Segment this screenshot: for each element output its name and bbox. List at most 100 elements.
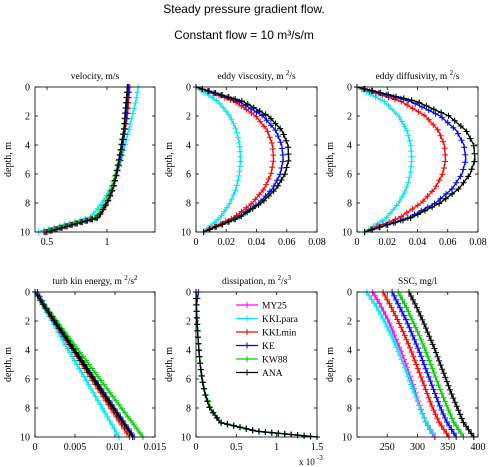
data-point-KKLpara — [405, 373, 411, 380]
data-point-KKLpara — [398, 118, 405, 125]
data-point-KKLmin — [428, 403, 435, 409]
y-tick-label: 4 — [25, 141, 30, 152]
data-point-KE — [424, 369, 431, 376]
data-point-KKLmin — [268, 170, 275, 177]
plot-frame — [34, 86, 156, 233]
y-tick-label: 10 — [181, 228, 191, 239]
data-point-KW88 — [98, 377, 104, 384]
data-point-ANA — [288, 431, 295, 438]
data-point-ANA — [218, 419, 225, 426]
data-point-KW88 — [403, 304, 410, 311]
data-point-KE — [461, 144, 468, 151]
data-point-ANA — [70, 345, 76, 352]
data-point-ANA — [193, 308, 200, 315]
data-point-ANA — [107, 401, 114, 408]
data-point-KKLmin — [405, 340, 412, 347]
data-point-ANA — [64, 223, 71, 230]
data-point-KE — [432, 110, 439, 117]
data-point-ANA — [384, 221, 391, 228]
data-point-KKLmin — [270, 152, 277, 159]
data-point-ANA — [75, 353, 82, 360]
y-tick-label: 0 — [186, 288, 191, 299]
data-point-ANA — [197, 360, 204, 367]
y-tick-label: 2 — [25, 317, 30, 328]
y-tick-label: 4 — [186, 141, 191, 152]
data-point-ANA — [408, 97, 415, 104]
data-point-KKLmin — [263, 181, 270, 188]
data-point-KKLpara — [417, 406, 424, 413]
data-point-ANA — [377, 89, 384, 96]
data-point-ANA — [463, 423, 470, 430]
data-point-ANA — [301, 432, 308, 439]
data-point-KKLpara — [407, 142, 414, 149]
data-point-KKLpara — [74, 361, 80, 368]
data-point-KKLpara — [92, 393, 99, 400]
data-point-ANA — [270, 188, 277, 195]
data-point-ANA — [194, 327, 201, 334]
data-point-ANA — [37, 297, 44, 304]
data-point-ANA — [42, 305, 49, 312]
data-point-KKLpara — [104, 413, 111, 420]
data-point-ANA — [250, 104, 257, 111]
data-point-KKLpara — [366, 292, 373, 299]
data-point-KKLpara — [374, 220, 381, 227]
x-tick-label: 400 — [471, 442, 486, 453]
data-point-KKLmin — [440, 165, 447, 171]
data-point-KE — [440, 411, 447, 417]
data-point-ANA — [56, 325, 63, 332]
data-point-KE — [425, 107, 432, 114]
data-point-ANA — [91, 377, 98, 384]
data-point-KKLpara — [385, 102, 392, 109]
data-point-ANA — [416, 99, 423, 106]
data-point-KKLpara — [230, 120, 237, 127]
data-point-ANA — [256, 108, 263, 114]
data-point-ANA — [376, 224, 383, 231]
data-point-KE — [272, 127, 279, 134]
data-point-KE — [279, 152, 286, 158]
data-point-KKLpara — [388, 331, 395, 338]
data-point-KKLpara — [403, 369, 410, 375]
data-point-ANA — [120, 131, 127, 137]
data-point-ANA — [275, 430, 282, 437]
data-point-KW88 — [122, 409, 128, 416]
data-point-KW88 — [440, 394, 447, 401]
data-point-KW88 — [449, 415, 455, 422]
legend-marker-KKLmin — [244, 329, 250, 335]
data-point-ANA — [117, 146, 124, 153]
data-point-ANA — [426, 333, 433, 340]
data-point-KW88 — [89, 365, 95, 372]
data-point-MY25 — [371, 292, 378, 299]
data-point-ANA — [86, 369, 93, 376]
data-point-ANA — [274, 182, 281, 189]
data-point-KKLpara — [386, 210, 393, 217]
data-point-KKLmin — [429, 188, 436, 195]
figure-title: Steady pressure gradient flow. — [163, 2, 325, 16]
data-point-KE — [247, 105, 254, 112]
y-tick-label: 8 — [347, 199, 352, 210]
data-point-KKLpara — [408, 381, 415, 388]
data-point-KW88 — [92, 369, 98, 376]
data-point-KW88 — [445, 407, 452, 413]
data-point-ANA — [412, 300, 418, 307]
data-point-KKLmin — [436, 419, 443, 426]
data-point-ANA — [80, 361, 87, 368]
data-point-ANA — [113, 172, 120, 179]
data-point-KKLpara — [419, 410, 426, 417]
panel-title: SSC, mg/l — [398, 277, 437, 287]
data-point-KKLpara — [97, 401, 104, 408]
data-point-KKLmin — [419, 378, 426, 385]
data-point-KW88 — [435, 382, 442, 389]
data-point-ANA — [255, 428, 262, 435]
y-tick-label: 6 — [347, 375, 352, 386]
data-point-KKLmin — [414, 365, 421, 372]
data-point-ANA — [285, 157, 292, 164]
data-point-KE — [421, 361, 428, 368]
data-point-KKLpara — [398, 356, 405, 363]
x-tick-label: 250 — [380, 442, 395, 453]
data-point-ANA — [202, 392, 209, 399]
series-KW88 — [193, 289, 320, 440]
data-point-KE — [416, 349, 423, 356]
y-tick-label: 4 — [347, 141, 352, 152]
data-point-ANA — [59, 329, 66, 336]
